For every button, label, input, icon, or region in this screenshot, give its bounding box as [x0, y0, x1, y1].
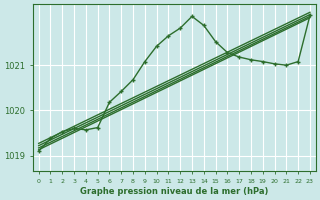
- X-axis label: Graphe pression niveau de la mer (hPa): Graphe pression niveau de la mer (hPa): [80, 187, 268, 196]
